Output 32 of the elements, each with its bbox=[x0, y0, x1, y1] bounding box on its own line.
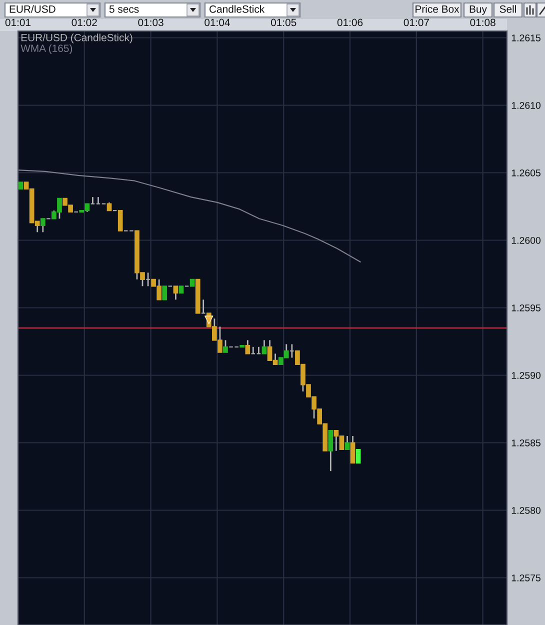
text: Price Box bbox=[416, 5, 460, 13]
text: WMA (165) bbox=[20, 44, 72, 54]
x-tick-label: 01:04 bbox=[204, 18, 230, 26]
y-tick-label: 1.2580 bbox=[512, 506, 541, 514]
y-tick-label: 1.2585 bbox=[512, 439, 540, 446]
x-tick-label: 01:02 bbox=[72, 18, 97, 26]
x-tick-label: 01:03 bbox=[138, 18, 164, 26]
x-tick-label: 01:07 bbox=[404, 18, 429, 26]
candlestick bbox=[356, 448, 361, 464]
candlestick bbox=[328, 430, 334, 472]
text: 5 secs bbox=[109, 6, 139, 13]
y-tick-label: 1.2615 bbox=[512, 34, 540, 42]
candlestick bbox=[118, 210, 123, 232]
y-tick-label: 1.2610 bbox=[512, 102, 541, 109]
y-tick-label: 1.2605 bbox=[512, 169, 540, 176]
text: EUR/USD bbox=[10, 5, 56, 13]
text: Buy bbox=[470, 6, 487, 15]
candlestick bbox=[162, 286, 168, 300]
candlestick bbox=[344, 435, 350, 450]
text: EUR/USD (CandleStick) bbox=[21, 34, 132, 44]
text: CandleStick bbox=[210, 5, 265, 13]
y-tick-label: 1.2590 bbox=[512, 372, 541, 379]
y-tick-label: 1.2575 bbox=[512, 574, 540, 582]
y-tick-label: 1.2595 bbox=[512, 304, 540, 312]
x-tick-label: 01:06 bbox=[337, 18, 363, 26]
line-series bbox=[18, 169, 361, 262]
candlestick bbox=[350, 435, 356, 464]
x-tick-label: 01:08 bbox=[470, 18, 496, 26]
text: Sell bbox=[500, 5, 516, 13]
x-tick-label: 01:01 bbox=[5, 18, 31, 26]
y-tick-label: 1.2600 bbox=[512, 236, 541, 244]
x-tick-label: 01:05 bbox=[270, 18, 296, 26]
